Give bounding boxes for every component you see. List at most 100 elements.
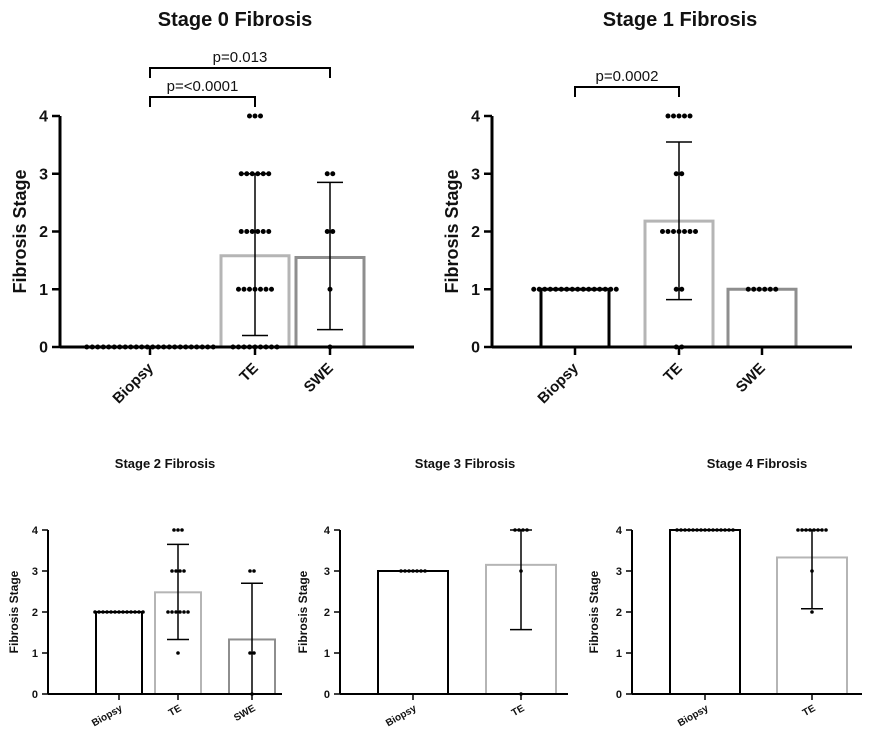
- data-point: [608, 286, 614, 292]
- chart-panel-4: Stage 4 Fibrosis Fibrosis Stage 0 1 2 3 4 Biops…: [587, 456, 862, 729]
- x-tick-label: TE: [236, 360, 262, 386]
- data-point: [174, 569, 178, 573]
- data-point: [241, 286, 247, 292]
- data-point: [597, 286, 603, 292]
- data-point: [238, 171, 244, 177]
- y-tick-label: 0: [39, 340, 48, 357]
- data-point: [699, 528, 703, 532]
- y-tick-label: 1: [39, 282, 48, 299]
- y-tick-label: 1: [32, 648, 38, 660]
- x-tick-label: SWE: [733, 360, 769, 396]
- data-point: [715, 528, 719, 532]
- y-tick-label: 0: [616, 689, 622, 701]
- data-point: [756, 286, 762, 292]
- data-point: [170, 569, 174, 573]
- y-tick-label: 2: [471, 224, 480, 241]
- data-point: [121, 610, 125, 614]
- x-tick-label: SWE: [232, 703, 258, 724]
- data-point: [182, 569, 186, 573]
- significance-bracket: [149, 67, 331, 78]
- data-point: [673, 286, 679, 292]
- y-axis-label: Fibrosis Stage: [10, 169, 30, 293]
- data-point: [660, 229, 665, 234]
- data-point: [679, 171, 685, 177]
- bar-biopsy: [95, 611, 143, 695]
- data-point: [180, 528, 184, 532]
- data-point: [255, 229, 261, 234]
- data-point: [182, 610, 186, 614]
- data-point: [266, 171, 272, 177]
- data-point: [824, 528, 828, 532]
- data-point: [671, 229, 676, 234]
- chart-title: Stage 2 Fibrosis: [115, 456, 215, 471]
- data-point: [810, 610, 814, 614]
- data-point: [324, 229, 330, 234]
- data-point: [682, 229, 687, 234]
- y-tick-label: 1: [471, 282, 480, 299]
- x-tick-label: Biopsy: [534, 359, 582, 407]
- data-point: [238, 229, 244, 234]
- data-point: [125, 610, 129, 614]
- data-point: [751, 286, 757, 292]
- data-point: [176, 528, 180, 532]
- data-point: [266, 229, 272, 234]
- data-point: [269, 286, 274, 292]
- data-point: [564, 286, 570, 292]
- data-point: [683, 528, 687, 532]
- y-tick-label: 2: [39, 224, 48, 241]
- data-point: [731, 528, 735, 532]
- data-point: [176, 651, 180, 655]
- y-tick-label: 0: [324, 689, 330, 701]
- data-point: [249, 229, 255, 234]
- data-point: [330, 171, 336, 177]
- data-point: [558, 286, 564, 292]
- chart-title: Stage 0 Fibrosis: [158, 9, 313, 31]
- x-tick-label: Biopsy: [90, 703, 125, 729]
- data-point: [547, 286, 553, 292]
- data-point: [586, 286, 592, 292]
- data-point: [117, 610, 121, 614]
- data-point: [602, 286, 608, 292]
- data-point: [553, 286, 559, 292]
- data-point: [745, 286, 751, 292]
- data-point: [673, 171, 679, 177]
- x-tick-label: SWE: [301, 360, 337, 396]
- data-point: [248, 569, 252, 573]
- y-tick-label: 4: [39, 109, 48, 126]
- x-tick-label: Biopsy: [109, 359, 157, 407]
- data-point: [178, 610, 182, 614]
- data-point: [137, 610, 141, 614]
- data-point: [679, 528, 683, 532]
- data-point: [247, 113, 252, 119]
- data-point: [324, 171, 330, 177]
- y-tick-label: 4: [471, 109, 480, 126]
- y-tick-label: 1: [616, 648, 622, 660]
- data-point: [773, 286, 779, 292]
- data-point: [415, 569, 419, 573]
- data-point: [166, 610, 170, 614]
- data-point: [423, 569, 427, 573]
- chart-panel-2: Stage 2 Fibrosis Fibrosis Stage 0 1 2 3 4 Biops…: [7, 456, 282, 729]
- data-point: [170, 610, 174, 614]
- y-tick-label: 2: [32, 607, 38, 619]
- data-point: [186, 610, 190, 614]
- x-tick-label: TE: [167, 703, 184, 719]
- bar-biopsy: [539, 287, 611, 349]
- data-point: [671, 113, 676, 119]
- data-point: [723, 528, 727, 532]
- y-tick-label: 3: [471, 166, 480, 183]
- data-point: [258, 286, 263, 292]
- data-point: [258, 113, 263, 119]
- y-tick-label: 3: [324, 566, 330, 578]
- y-tick-label: 4: [32, 525, 39, 537]
- data-point: [687, 113, 693, 119]
- data-point: [141, 610, 145, 614]
- data-point: [133, 610, 137, 614]
- y-tick-label: 4: [324, 525, 331, 537]
- data-point: [707, 528, 711, 532]
- data-point: [531, 286, 537, 292]
- y-tick-label: 0: [32, 689, 38, 701]
- chart-panel-1: Stage 1 Fibrosis Fibrosis Stage 0 1 2 3 4 Biops…: [442, 9, 852, 407]
- data-point: [591, 286, 597, 292]
